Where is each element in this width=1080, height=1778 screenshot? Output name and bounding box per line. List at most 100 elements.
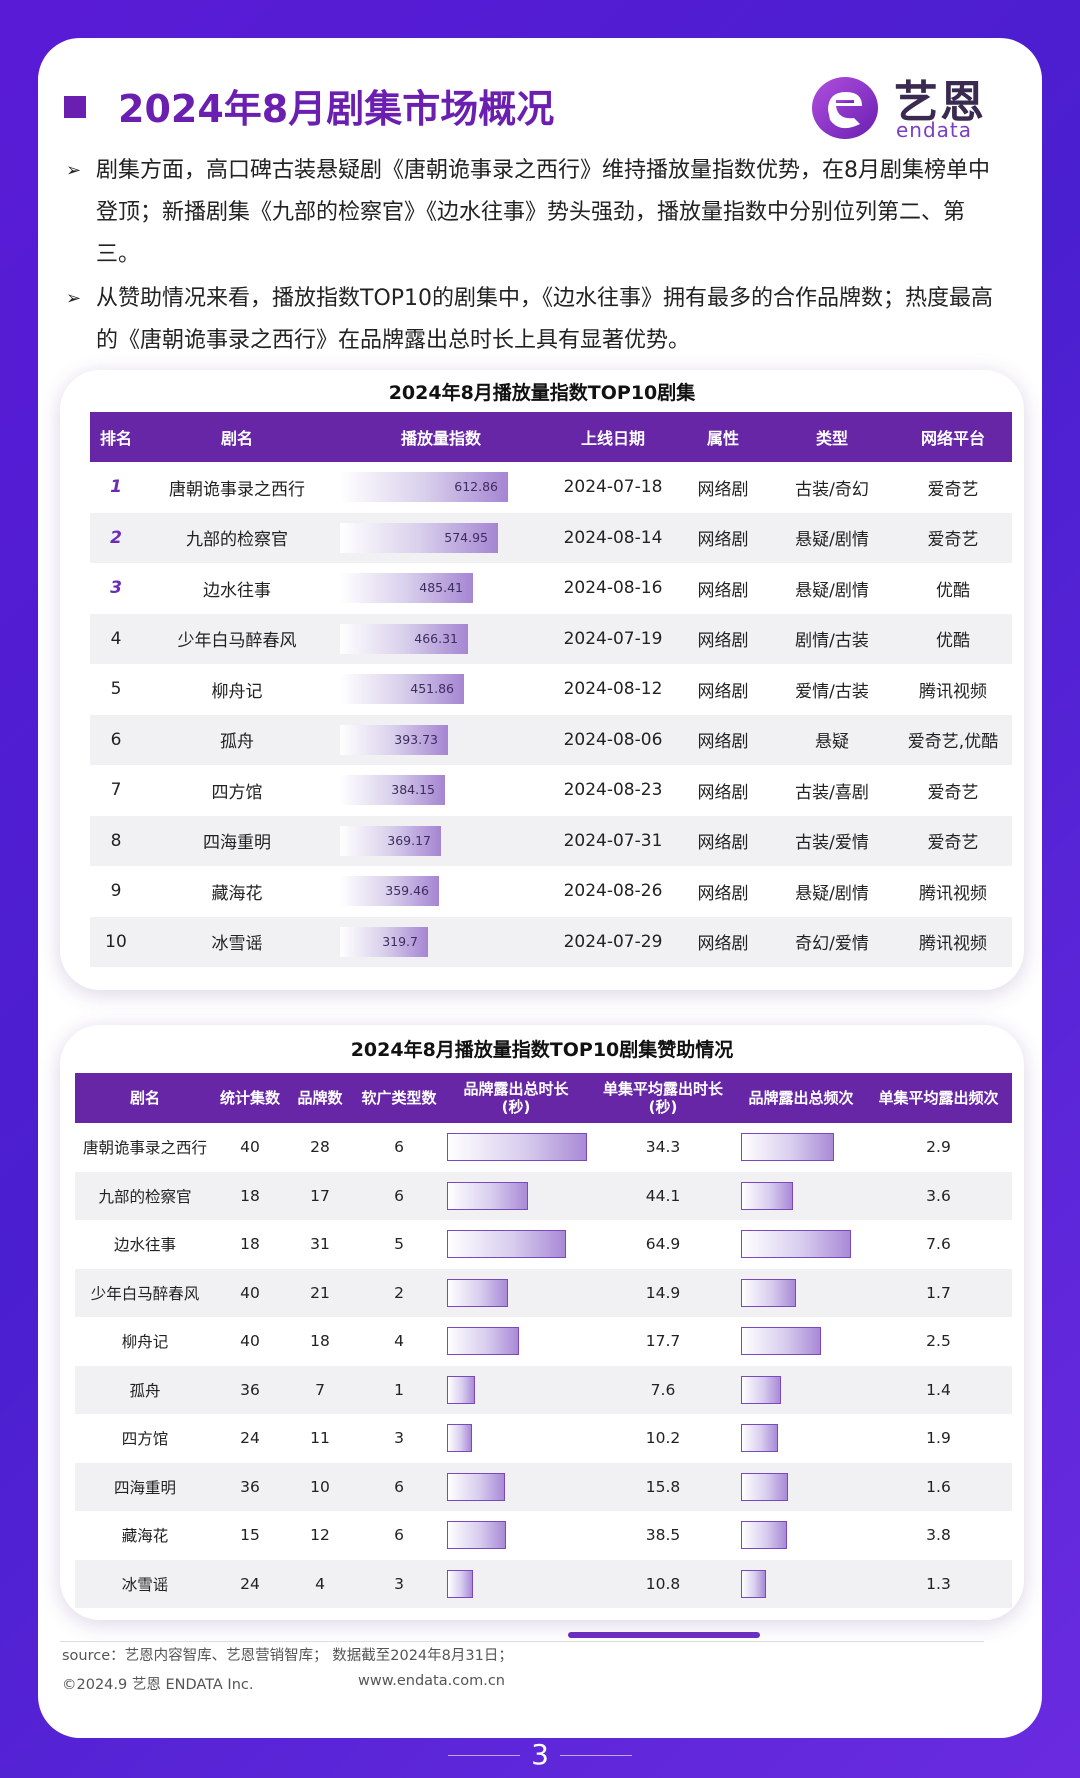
table-row: 10 冰雪谣 319.7 2024-07-29 网络剧 奇幻/爱情 腾讯视频 bbox=[90, 916, 1012, 967]
total-duration-bar-cell bbox=[443, 1268, 589, 1317]
attribute-cell: 网络剧 bbox=[697, 782, 749, 803]
table-row: 柳舟记 40 18 4 17.7 2.5 bbox=[75, 1317, 1012, 1366]
release-date-cell: 2024-08-14 bbox=[550, 512, 676, 563]
bullet-item: ➢ 从赞助情况来看，播放指数TOP10的剧集中，《边水往事》拥有最多的合作品牌数… bbox=[64, 278, 1004, 362]
horizontal-scrollbar[interactable] bbox=[568, 1632, 760, 1638]
genre-cell: 奇幻/爱情 bbox=[770, 916, 894, 967]
total-frequency-bar-cell bbox=[737, 1511, 865, 1560]
rank-cell: 3 bbox=[110, 578, 122, 599]
platform-cell: 腾讯视频 bbox=[919, 681, 987, 702]
total-duration-bar-cell bbox=[443, 1414, 589, 1463]
rank-cell: 6 bbox=[90, 714, 142, 765]
drama-name-cell: 少年白马醉春风 bbox=[75, 1268, 215, 1317]
episodes-cell: 18 bbox=[240, 1235, 260, 1254]
column-header-label: 单集平均露出时长 bbox=[602, 1080, 723, 1098]
bullet-text: 从赞助情况来看，播放指数TOP10的剧集中，《边水往事》拥有最多的合作品牌数；热… bbox=[96, 286, 994, 353]
brand-count-cell: 7 bbox=[285, 1365, 355, 1414]
episodes-cell: 24 bbox=[240, 1429, 260, 1448]
genre-cell: 悬疑 bbox=[770, 714, 894, 765]
platform-cell: 爱奇艺,优酷 bbox=[894, 714, 1012, 765]
release-date-cell: 2024-07-31 bbox=[550, 815, 676, 866]
drama-name-cell: 四海重明 bbox=[75, 1462, 215, 1511]
table-row: 九部的检察官 18 17 6 44.1 3.6 bbox=[75, 1171, 1012, 1220]
index-bar: 485.41 bbox=[340, 573, 473, 604]
website-link[interactable]: www.endata.com.cn bbox=[358, 1673, 505, 1689]
total-duration-bar-cell bbox=[443, 1559, 589, 1608]
page-number: 3 bbox=[531, 1738, 549, 1771]
total-duration-bar-cell bbox=[443, 1220, 589, 1269]
table2-title: 2024年8月播放量指数TOP10剧集赞助情况 bbox=[350, 1039, 734, 1061]
release-date-cell: 2024-08-12 bbox=[563, 679, 663, 700]
total-duration-bar-cell bbox=[443, 1365, 589, 1414]
column-header-label: 品牌露出总频次 bbox=[748, 1089, 854, 1107]
table-row: 6 孤舟 393.73 2024-08-06 网络剧 悬疑 爱奇艺,优酷 bbox=[90, 714, 1012, 765]
title-marker bbox=[64, 96, 86, 118]
release-date-cell: 2024-08-16 bbox=[563, 578, 663, 599]
index-value: 574.95 bbox=[444, 529, 488, 545]
drama-name-cell: 唐朝诡事录之西行 bbox=[169, 479, 305, 500]
table-row: 藏海花 15 12 6 38.5 3.8 bbox=[75, 1511, 1012, 1560]
drama-name-cell: 边水往事 bbox=[113, 1236, 176, 1255]
table-row: 少年白马醉春风 40 21 2 14.9 1.7 bbox=[75, 1268, 1012, 1317]
release-date-cell: 2024-07-29 bbox=[550, 916, 676, 967]
total-duration-bar bbox=[447, 1424, 472, 1453]
column-header-label: 软广类型数 bbox=[361, 1089, 437, 1107]
avg-duration-cell: 10.8 bbox=[589, 1559, 737, 1608]
index-value: 485.41 bbox=[419, 580, 463, 596]
ad-type-count-cell: 6 bbox=[355, 1462, 443, 1511]
total-frequency-bar-cell bbox=[737, 1268, 865, 1317]
page-title: 2024年8月剧集市场概况 bbox=[118, 87, 555, 131]
platform-cell: 腾讯视频 bbox=[894, 916, 1012, 967]
rank-cell: 10 bbox=[90, 916, 142, 967]
column-header-unit: (秒) bbox=[648, 1098, 678, 1116]
column-header: 单集平均露出时长 (秒) bbox=[589, 1073, 737, 1123]
total-duration-bar-cell bbox=[443, 1171, 589, 1220]
avg-duration-cell: 15.8 bbox=[589, 1462, 737, 1511]
drama-name-cell: 边水往事 bbox=[203, 580, 271, 601]
brand-count-cell: 18 bbox=[310, 1332, 330, 1351]
table-row: 四海重明 36 10 6 15.8 1.6 bbox=[75, 1462, 1012, 1511]
brand-count-cell: 17 bbox=[285, 1171, 355, 1220]
avg-frequency-cell: 3.8 bbox=[926, 1526, 951, 1545]
ad-type-count-cell: 4 bbox=[394, 1332, 404, 1351]
drama-name-cell: 少年白马醉春风 bbox=[142, 613, 332, 664]
rank-cell: 1 bbox=[110, 477, 122, 498]
ad-type-count-cell: 5 bbox=[394, 1235, 404, 1254]
total-duration-bar-cell bbox=[443, 1511, 589, 1560]
drama-name-cell: 冰雪谣 bbox=[142, 916, 332, 967]
episodes-cell: 36 bbox=[215, 1365, 285, 1414]
attribute-cell: 网络剧 bbox=[697, 883, 749, 904]
index-bar-cell: 612.86 bbox=[332, 462, 550, 513]
footer-divider bbox=[60, 1641, 984, 1642]
column-header-label: 品牌露出总时长 bbox=[463, 1080, 569, 1098]
brand-count-cell: 28 bbox=[310, 1138, 330, 1157]
total-duration-bar-cell bbox=[443, 1462, 589, 1511]
table-row: 冰雪谣 24 4 3 10.8 1.3 bbox=[75, 1559, 1012, 1608]
rank-cell: 7 bbox=[110, 780, 122, 801]
total-frequency-bar bbox=[741, 1278, 796, 1307]
endata-logo: 艺恩 endata bbox=[810, 66, 1010, 142]
source-note: source：艺恩内容智库、艺恩营销智库； 数据截至2024年8月31日； bbox=[62, 1648, 513, 1664]
page-number-line bbox=[560, 1755, 632, 1756]
ad-type-count-cell: 3 bbox=[355, 1559, 443, 1608]
column-header-label: 剧名 bbox=[129, 1089, 160, 1107]
avg-duration-cell: 44.1 bbox=[589, 1171, 737, 1220]
total-duration-bar bbox=[447, 1569, 473, 1598]
column-header: 品牌露出总时长 (秒) bbox=[443, 1073, 589, 1123]
index-value: 393.73 bbox=[394, 731, 438, 747]
drama-name-cell: 九部的检察官 bbox=[75, 1171, 215, 1220]
rank-cell: 5 bbox=[110, 679, 122, 700]
genre-cell: 剧情/古装 bbox=[770, 613, 894, 664]
release-date-cell: 2024-08-26 bbox=[563, 881, 663, 902]
rank-cell: 2 bbox=[90, 512, 142, 563]
index-value: 319.7 bbox=[382, 933, 418, 949]
total-frequency-bar bbox=[741, 1133, 834, 1162]
release-date-cell: 2024-07-18 bbox=[563, 477, 663, 498]
total-duration-bar bbox=[447, 1133, 587, 1162]
brand-count-cell: 11 bbox=[310, 1429, 330, 1448]
avg-duration-cell: 38.5 bbox=[645, 1526, 681, 1545]
drama-name-cell: 九部的检察官 bbox=[142, 512, 332, 563]
avg-duration-cell: 17.7 bbox=[645, 1332, 681, 1351]
index-bar-cell: 466.31 bbox=[332, 613, 550, 664]
index-bar-cell: 451.86 bbox=[332, 664, 550, 715]
